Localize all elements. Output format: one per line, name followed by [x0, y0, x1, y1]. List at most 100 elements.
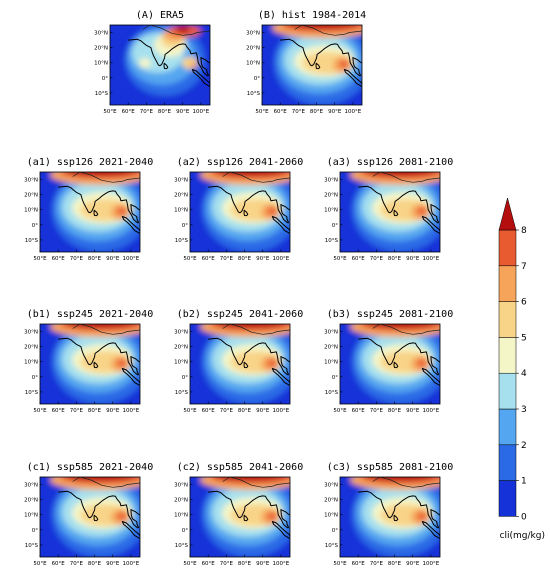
lat-tick-label: 0° [32, 528, 38, 534]
lat-tick-label: 10°N [324, 513, 338, 519]
lat-tick-label: 30°N [324, 330, 338, 336]
lon-tick-label: 70°E [70, 256, 84, 262]
lat-tick-label: 10°S [25, 543, 39, 549]
map-panel-A: (A) ERA5 50°E 60°E 70°E 80°E 90°E 100°E 30°N 20°… [94, 10, 211, 115]
lon-tick-label: 50°E [183, 561, 197, 567]
lon-tick-label: 50°E [183, 408, 197, 414]
lat-tick-label: 10°S [95, 91, 109, 97]
lat-tick-label: 10°N [174, 513, 188, 519]
lat-tick-label: 0° [182, 528, 188, 534]
panel-title-a1: (a1) ssp126 2021-2040 [27, 157, 153, 168]
lon-tick-label: 80°E [158, 109, 172, 115]
map-panel-a3: (a3) ssp126 2081-2100 50°E 60°E 70°E 80°E 90°… [324, 157, 453, 262]
lat-tick-label: 20°N [246, 46, 260, 52]
lon-tick-label: 60°E [52, 408, 66, 414]
lat-tick-label: 30°N [24, 178, 38, 184]
lon-tick-label: 100°E [423, 408, 440, 414]
lat-tick-label: 10°N [94, 61, 108, 67]
lon-tick-label: 70°E [370, 256, 384, 262]
lon-tick-label: 50°E [333, 256, 347, 262]
lat-tick-label: 10°N [24, 208, 38, 214]
lat-tick-label: 20°N [324, 498, 338, 504]
lat-tick-label: 0° [32, 375, 38, 381]
lon-tick-label: 100°E [273, 256, 290, 262]
lon-tick-label: 90°E [106, 256, 120, 262]
colorbar-segment [498, 229, 517, 267]
panel-title-a2: (a2) ssp126 2041-2060 [177, 157, 303, 168]
lon-tick-label: 90°E [256, 408, 270, 414]
map-panel-c1: (c1) ssp585 2021-2040 50°E 60°E 70°E 80°E 90°… [24, 462, 153, 567]
panel-title-B: (B) hist 1984-2014 [258, 10, 366, 21]
map-panel-a1: (a1) ssp126 2021-2040 50°E 60°E 70°E 80°E 90°… [24, 157, 153, 262]
colorbar-tick-label: 7 [521, 262, 527, 272]
lon-tick-label: 60°E [202, 256, 216, 262]
lat-tick-label: 10°N [324, 360, 338, 366]
panel-title-c3: (c3) ssp585 2081-2100 [327, 462, 453, 473]
lon-tick-label: 70°E [220, 408, 234, 414]
lat-tick-label: 20°N [24, 193, 38, 199]
lat-tick-label: 0° [332, 528, 338, 534]
lon-tick-label: 50°E [333, 561, 347, 567]
panel-title-b2: (b2) ssp245 2041-2060 [177, 309, 303, 320]
colorbar-tick-label: 1 [521, 477, 527, 487]
colorbar-tick-label: 0 [521, 512, 527, 522]
lon-tick-label: 50°E [33, 256, 47, 262]
colorbar-tick-label: 6 [521, 298, 527, 308]
colorbar: 0 1 2 3 4 5 6 7 8 cli(mg/kg) [498, 197, 545, 541]
lat-tick-label: 0° [102, 76, 108, 82]
panel-title-A: (A) ERA5 [136, 10, 184, 21]
colorbar-segment [498, 265, 517, 302]
lon-tick-label: 100°E [123, 256, 140, 262]
lon-tick-label: 50°E [33, 408, 47, 414]
lon-tick-label: 70°E [220, 256, 234, 262]
lat-tick-label: 30°N [24, 330, 38, 336]
lat-tick-label: 10°N [174, 208, 188, 214]
lon-tick-label: 100°E [273, 408, 290, 414]
colorbar-extend-arrow [498, 197, 517, 231]
lon-tick-label: 80°E [388, 256, 402, 262]
lon-tick-label: 80°E [88, 256, 102, 262]
lon-tick-label: 100°E [123, 408, 140, 414]
colorbar-tick-label: 4 [521, 369, 527, 379]
lon-tick-label: 50°E [183, 256, 197, 262]
colorbar-tick-label: 8 [521, 226, 527, 236]
colorbar-segment [498, 337, 517, 374]
lat-tick-label: 0° [332, 375, 338, 381]
lat-tick-label: 10°S [25, 238, 39, 244]
lon-tick-label: 50°E [333, 408, 347, 414]
panel-title-c2: (c2) ssp585 2041-2060 [177, 462, 303, 473]
colorbar-tick-label: 3 [521, 405, 527, 415]
lon-tick-label: 60°E [202, 408, 216, 414]
lon-tick-label: 90°E [406, 561, 420, 567]
lat-tick-label: 20°N [324, 345, 338, 351]
lat-tick-label: 0° [332, 223, 338, 229]
lon-tick-label: 50°E [103, 109, 117, 115]
lat-tick-label: 10°N [324, 208, 338, 214]
lat-tick-label: 30°N [324, 483, 338, 489]
lat-tick-label: 30°N [324, 178, 338, 184]
lon-tick-label: 60°E [274, 109, 288, 115]
lat-tick-label: 20°N [94, 46, 108, 52]
lat-tick-label: 30°N [94, 31, 108, 37]
map-panel-b3: (b3) ssp245 2081-2100 50°E 60°E 70°E 80°E 90°… [324, 309, 453, 414]
colorbar-segment [498, 480, 517, 517]
lat-tick-label: 30°N [174, 330, 188, 336]
lon-tick-label: 70°E [140, 109, 154, 115]
lat-tick-label: 10°S [325, 238, 339, 244]
lon-tick-label: 60°E [352, 561, 366, 567]
lat-tick-label: 10°N [246, 61, 260, 67]
colorbar-segment [498, 444, 517, 481]
lat-tick-label: 10°N [24, 360, 38, 366]
lon-tick-label: 90°E [328, 109, 342, 115]
map-panel-b2: (b2) ssp245 2041-2060 50°E 60°E 70°E 80°E 90°… [174, 309, 303, 414]
lon-tick-label: 70°E [292, 109, 306, 115]
lon-tick-label: 90°E [256, 256, 270, 262]
lon-tick-label: 90°E [106, 561, 120, 567]
lat-tick-label: 10°S [247, 91, 261, 97]
map-panel-b1: (b1) ssp245 2021-2040 50°E 60°E 70°E 80°E 90°… [24, 309, 153, 414]
lat-tick-label: 30°N [174, 178, 188, 184]
map-panel-c3: (c3) ssp585 2081-2100 50°E 60°E 70°E 80°E 90°… [324, 462, 453, 567]
lat-tick-label: 30°N [24, 483, 38, 489]
lon-tick-label: 60°E [52, 561, 66, 567]
